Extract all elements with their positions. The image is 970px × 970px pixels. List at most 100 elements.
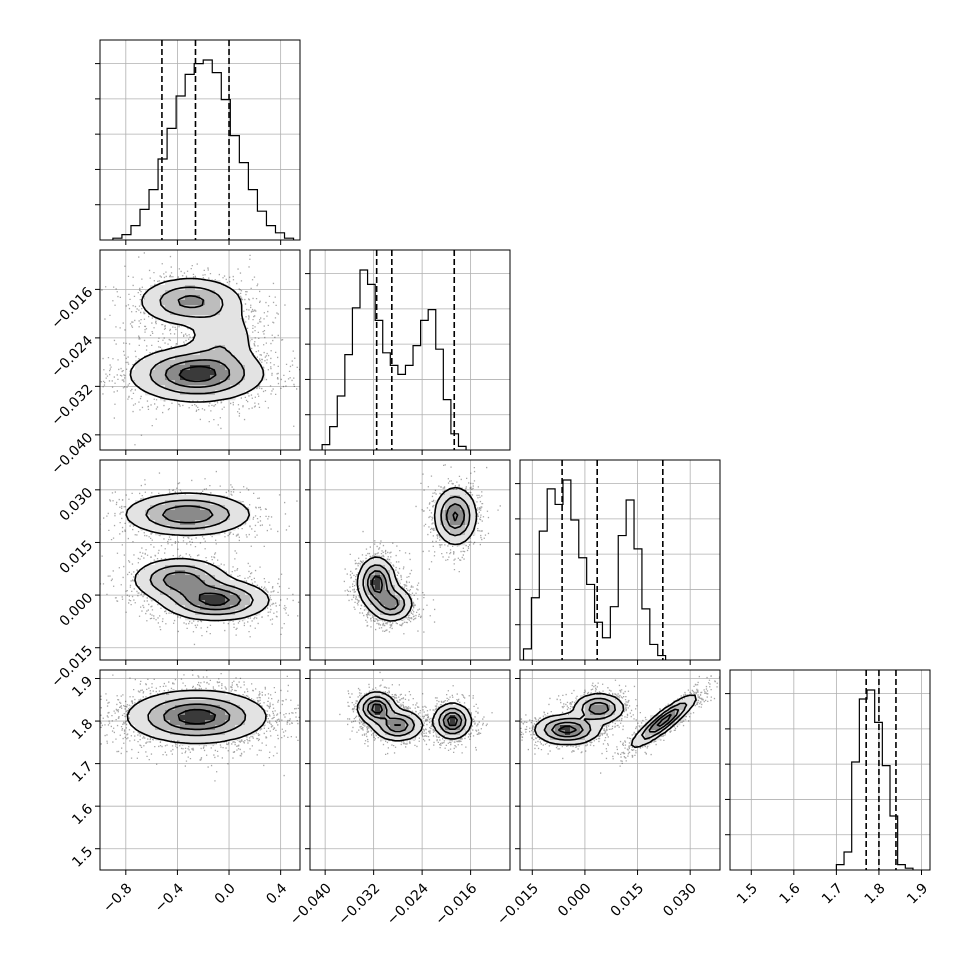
density-cell — [155, 715, 161, 721]
density-cell — [200, 340, 206, 346]
density-cell — [195, 370, 201, 376]
density-cell — [225, 330, 231, 336]
density-cell — [200, 520, 206, 526]
contour-line — [198, 592, 230, 607]
density-cell — [240, 725, 246, 731]
density-cell — [145, 575, 151, 581]
density-cell — [155, 705, 161, 711]
density-cell — [210, 285, 216, 291]
density-cell — [605, 700, 611, 706]
density-cell — [145, 580, 151, 586]
density-cell — [165, 315, 171, 321]
density-cell — [240, 370, 246, 376]
density-cell — [210, 720, 216, 726]
density-cell — [250, 375, 256, 381]
density-cell — [660, 715, 666, 721]
density-cell — [150, 580, 156, 586]
density-cell — [175, 735, 181, 741]
density-cell — [190, 725, 196, 731]
density-cell — [240, 360, 246, 366]
density-cell — [250, 610, 256, 616]
density-cell — [470, 515, 476, 521]
density-cell — [165, 300, 171, 306]
density-cell — [375, 705, 381, 711]
density-cell — [250, 595, 256, 601]
density-cell — [175, 605, 181, 611]
contour-line — [129, 277, 265, 403]
scatter-panel-2-1 — [309, 459, 511, 661]
density-cell — [415, 725, 421, 731]
density-cell — [255, 365, 261, 371]
density-cell — [255, 605, 261, 611]
density-cell — [220, 325, 226, 331]
density-cell — [245, 375, 251, 381]
density-cell — [240, 715, 246, 721]
density-cell — [180, 395, 186, 401]
density-cell — [240, 330, 246, 336]
density-cell — [150, 355, 156, 361]
density-cell — [445, 500, 451, 506]
density-cell — [160, 285, 166, 291]
density-cell — [145, 375, 151, 381]
x-tick-label: −0.040 — [287, 880, 335, 928]
density-cell — [155, 295, 161, 301]
density-cell — [215, 495, 221, 501]
density-cell — [240, 590, 246, 596]
density-cell — [595, 695, 601, 701]
density-cell — [215, 510, 221, 516]
density-cell — [225, 340, 231, 346]
density-cell — [210, 315, 216, 321]
density-cell — [450, 505, 456, 511]
density-cell — [215, 335, 221, 341]
density-cell — [150, 725, 156, 731]
density-cell — [200, 365, 206, 371]
density-cell — [235, 340, 241, 346]
density-cell — [205, 325, 211, 331]
density-cell — [460, 495, 466, 501]
density-cell — [450, 520, 456, 526]
density-cell — [170, 595, 176, 601]
density-cell — [180, 280, 186, 286]
density-cell — [160, 380, 166, 386]
density-cell — [215, 615, 221, 621]
density-cell — [175, 385, 181, 391]
panel-frame — [309, 459, 511, 661]
density-cell — [210, 505, 216, 511]
density-cell — [230, 355, 236, 361]
density-cell — [395, 735, 401, 741]
density-cell — [190, 300, 196, 306]
density-cell — [190, 345, 196, 351]
density-cell — [380, 595, 386, 601]
density-cell — [195, 720, 201, 726]
density-cell — [220, 355, 226, 361]
density-cell — [150, 370, 156, 376]
density-3_1 — [339, 671, 493, 755]
density-cell — [220, 525, 226, 531]
density-cell — [380, 615, 386, 621]
density-cell — [235, 710, 241, 716]
density-cell — [370, 605, 376, 611]
density-cell — [220, 365, 226, 371]
density-cell — [185, 700, 191, 706]
density-cell — [200, 615, 206, 621]
density-cell — [210, 350, 216, 356]
density-cell — [230, 315, 236, 321]
density-cell — [590, 700, 596, 706]
density-cell — [180, 500, 186, 506]
density-cell — [210, 280, 216, 286]
density-cell — [145, 380, 151, 386]
density-cell — [225, 505, 231, 511]
density-cell — [210, 355, 216, 361]
density-cell — [155, 385, 161, 391]
density-cell — [195, 500, 201, 506]
density-cell — [250, 360, 256, 366]
density-cell — [180, 365, 186, 371]
density-cell — [180, 315, 186, 321]
density-cell — [205, 565, 211, 571]
density-cell — [160, 290, 166, 296]
density-cell — [160, 585, 166, 591]
density-cell — [200, 590, 206, 596]
density-cell — [385, 710, 391, 716]
density-cell — [450, 720, 456, 726]
density-cell — [200, 335, 206, 341]
